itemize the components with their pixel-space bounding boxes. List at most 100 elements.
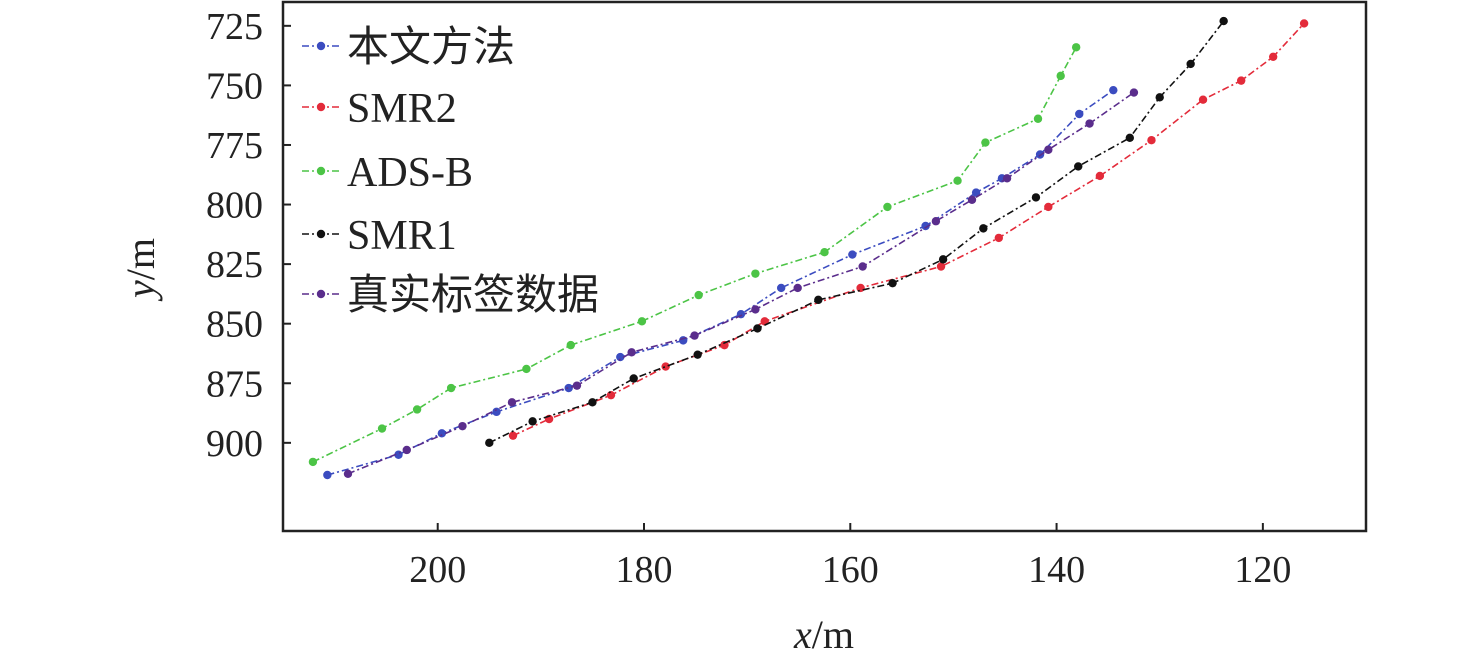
- data-point: [627, 348, 636, 357]
- x-tick-label: 200: [409, 549, 466, 591]
- data-point: [753, 324, 762, 333]
- data-point: [979, 224, 988, 233]
- data-point: [820, 248, 829, 257]
- data-point: [1056, 71, 1065, 81]
- data-point: [994, 233, 1004, 243]
- x-tick-label: 120: [1234, 549, 1291, 591]
- data-point: [1186, 59, 1195, 69]
- legend-item: SMR1: [302, 213, 457, 259]
- data-point: [936, 262, 946, 271]
- data-point: [616, 352, 625, 362]
- legend-swatch-marker: [316, 229, 326, 239]
- series-2: [308, 43, 1081, 467]
- series-line: [488, 20, 1225, 444]
- data-point: [776, 283, 786, 293]
- y-tick-label: 825: [206, 244, 263, 286]
- data-point: [308, 457, 318, 467]
- y-tick-label: 875: [206, 363, 263, 405]
- data-point: [492, 407, 501, 417]
- data-point: [1095, 171, 1105, 181]
- data-point: [661, 362, 670, 371]
- x-tick-label: 160: [822, 549, 879, 591]
- data-point: [485, 438, 494, 448]
- series-layer: [308, 16, 1309, 480]
- x-axis-ticks: 200 180 160 140 120: [409, 523, 1291, 591]
- data-point: [1147, 136, 1156, 145]
- data-point: [629, 374, 638, 383]
- data-point: [508, 431, 518, 440]
- plot-frame: [281, 0, 1368, 533]
- data-point: [637, 317, 647, 326]
- y-tick-label: 900: [206, 423, 263, 465]
- legend-swatch-marker: [316, 102, 326, 112]
- data-point: [1002, 174, 1012, 183]
- data-point: [572, 381, 582, 390]
- data-point: [690, 331, 699, 340]
- data-point: [446, 383, 456, 393]
- data-point: [564, 383, 573, 393]
- legend-label: ADS-B: [347, 150, 473, 196]
- data-point: [1125, 133, 1135, 143]
- legend-item: 本文方法: [302, 24, 515, 71]
- data-point: [858, 262, 867, 271]
- data-point: [323, 470, 332, 480]
- data-point: [1268, 52, 1278, 62]
- y-tick-label: 850: [206, 304, 263, 346]
- data-point: [694, 290, 703, 300]
- legend-swatch-marker: [316, 289, 326, 299]
- data-point: [1044, 145, 1053, 154]
- data-point: [402, 445, 411, 455]
- data-point: [566, 340, 575, 350]
- data-point: [412, 405, 422, 414]
- legend-label: 真实标签数据: [347, 272, 599, 319]
- data-point: [1075, 109, 1084, 119]
- y-axis-ticks: 725 750 775 800 825 850 875 900: [206, 6, 291, 465]
- data-point: [888, 278, 897, 288]
- data-point: [522, 364, 531, 374]
- legend-label: 本文方法: [347, 24, 515, 71]
- data-point: [720, 340, 729, 350]
- data-point: [981, 138, 990, 147]
- data-point: [1129, 88, 1139, 97]
- data-point: [751, 269, 760, 278]
- data-point: [507, 398, 517, 407]
- data-point: [1071, 43, 1081, 52]
- legend-label: SMR2: [347, 86, 457, 132]
- data-point: [437, 429, 447, 438]
- y-tick-label: 750: [206, 65, 263, 107]
- data-point: [1219, 16, 1228, 26]
- data-point: [377, 424, 387, 433]
- data-point: [1074, 162, 1083, 171]
- y-tick-label: 800: [206, 185, 263, 227]
- data-point: [883, 202, 892, 212]
- y-tick-label: 725: [206, 6, 263, 48]
- data-point: [528, 417, 537, 426]
- data-point: [971, 188, 981, 197]
- data-point: [1044, 202, 1053, 212]
- y-tick-label: 775: [206, 125, 263, 167]
- series-line: [312, 46, 1077, 463]
- data-point: [967, 195, 977, 204]
- legend-item: ADS-B: [302, 150, 473, 196]
- data-point: [588, 398, 597, 407]
- data-point: [1109, 85, 1118, 95]
- data-point: [1236, 76, 1246, 85]
- legend-item: SMR2: [302, 86, 457, 132]
- legend-swatch-marker: [316, 166, 326, 176]
- data-point: [931, 217, 941, 226]
- data-point: [1033, 114, 1043, 123]
- data-point: [793, 283, 802, 293]
- series-3: [485, 16, 1228, 448]
- data-point: [856, 283, 865, 293]
- data-point: [921, 221, 930, 231]
- data-point: [1031, 193, 1041, 202]
- legend-swatch-marker: [316, 41, 326, 51]
- data-point: [1198, 95, 1208, 104]
- x-axis-label: x/m: [793, 612, 854, 657]
- legend: 本文方法 SMR2 ADS-B SMR1 真实标签数据: [302, 24, 599, 319]
- data-point: [1155, 93, 1164, 102]
- data-point: [1299, 19, 1309, 28]
- data-point: [953, 176, 962, 185]
- data-point: [693, 350, 702, 359]
